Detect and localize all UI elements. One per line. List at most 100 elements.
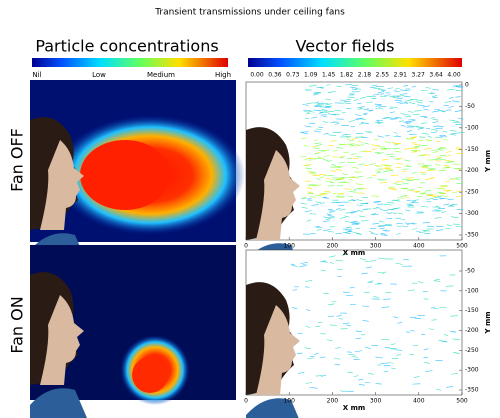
vector-arrow bbox=[350, 212, 356, 214]
vector-arrow bbox=[354, 143, 360, 146]
vector-arrow bbox=[452, 85, 459, 87]
vector-arrow bbox=[355, 227, 360, 230]
vector-arrow bbox=[372, 207, 378, 209]
vector-arrow bbox=[331, 163, 336, 166]
vector-arrow bbox=[340, 99, 348, 102]
vector-arrow bbox=[303, 164, 311, 166]
vector-arrow bbox=[434, 217, 442, 219]
vector-arrow bbox=[371, 148, 378, 151]
vector-arrow bbox=[335, 122, 340, 125]
vector-arrow bbox=[320, 269, 326, 271]
vector-arrow bbox=[452, 100, 460, 103]
vector-arrow bbox=[387, 87, 394, 89]
vector-arrow bbox=[400, 112, 406, 115]
vector-arrow bbox=[361, 122, 370, 125]
x-axis-label: X mm bbox=[343, 404, 365, 412]
vector-arrow bbox=[403, 121, 410, 124]
vector-arrow bbox=[412, 113, 420, 116]
vector-arrow bbox=[374, 138, 379, 141]
vector-arrow bbox=[328, 134, 337, 137]
vector-arrow bbox=[371, 174, 377, 177]
vector-arrow bbox=[452, 338, 461, 341]
vector-arrow bbox=[392, 207, 401, 209]
vector-arrow bbox=[348, 229, 353, 232]
vector-arrow bbox=[378, 257, 387, 260]
vector-arrow bbox=[307, 192, 315, 195]
vector-arrow bbox=[428, 168, 437, 171]
vector-arrow bbox=[389, 188, 397, 191]
vector-arrow bbox=[386, 153, 394, 156]
vector-arrow bbox=[347, 371, 353, 374]
x-tick-label: 400 bbox=[413, 243, 425, 250]
column-heading: Vector fields bbox=[296, 37, 395, 56]
vector-arrow bbox=[348, 190, 357, 193]
vector-arrow bbox=[336, 147, 343, 149]
vector-arrow bbox=[449, 130, 457, 132]
vector-arrow bbox=[457, 117, 464, 120]
vector-arrow bbox=[387, 208, 394, 211]
vector-arrow bbox=[455, 123, 463, 126]
vector-arrow bbox=[311, 204, 319, 206]
vector-arrow bbox=[365, 266, 372, 269]
vector-arrow bbox=[407, 189, 415, 191]
vector-arrow bbox=[413, 144, 421, 146]
row-label: Fan OFF bbox=[8, 128, 27, 192]
vector-arrow bbox=[380, 234, 388, 236]
vector-arrow bbox=[447, 88, 456, 91]
concentration-colorbar bbox=[32, 58, 228, 67]
vector-arrow bbox=[336, 85, 342, 88]
vector-arrow bbox=[313, 157, 320, 160]
vector-arrow bbox=[336, 315, 342, 317]
vector-arrow bbox=[427, 135, 432, 138]
vector-arrow bbox=[323, 220, 331, 222]
vector-field bbox=[245, 249, 463, 418]
vector-arrow bbox=[436, 148, 441, 151]
velocity-colorbar bbox=[248, 58, 462, 67]
vector-arrow bbox=[358, 378, 364, 381]
vector-arrow bbox=[304, 125, 312, 128]
vector-arrow bbox=[363, 108, 369, 111]
x-tick-label: 400 bbox=[413, 398, 425, 405]
vector-arrow bbox=[321, 374, 326, 377]
vector-arrow bbox=[376, 121, 382, 123]
vector-arrow bbox=[394, 116, 402, 119]
vector-arrow bbox=[435, 229, 444, 231]
vector-arrow bbox=[423, 108, 429, 111]
scale-label: Nil bbox=[32, 71, 41, 79]
vector-arrow bbox=[445, 166, 450, 169]
vector-arrow bbox=[291, 265, 298, 267]
scale-label: 3.27 bbox=[412, 72, 426, 79]
vector-arrow bbox=[344, 228, 352, 231]
vector-arrow bbox=[426, 194, 434, 197]
vector-arrow bbox=[455, 195, 463, 198]
vector-arrow bbox=[376, 165, 383, 167]
scale-label: Low bbox=[92, 71, 106, 79]
vector-arrow bbox=[413, 190, 421, 193]
vector-arrow bbox=[325, 103, 333, 106]
vector-arrow bbox=[316, 144, 323, 147]
vector-arrow bbox=[305, 382, 313, 384]
vector-arrow bbox=[369, 163, 376, 166]
vector-arrow bbox=[409, 102, 416, 105]
vector-arrow bbox=[351, 355, 358, 358]
vector-arrow bbox=[433, 108, 440, 111]
vector-arrow bbox=[320, 333, 326, 335]
vector-arrow bbox=[370, 213, 376, 216]
vector-arrow bbox=[401, 265, 407, 268]
vector-arrow bbox=[396, 225, 402, 227]
vector-arrow bbox=[437, 191, 446, 194]
vector-arrow bbox=[309, 195, 316, 198]
vector-arrow bbox=[370, 144, 379, 146]
row-label: Fan ON bbox=[8, 296, 27, 353]
vector-arrow bbox=[334, 179, 343, 181]
vector-arrow bbox=[319, 111, 328, 113]
vector-arrow bbox=[380, 362, 389, 364]
vector-arrow bbox=[345, 221, 352, 223]
vector-arrow bbox=[387, 169, 394, 172]
vector-arrow bbox=[393, 90, 400, 92]
vector-arrow bbox=[342, 322, 350, 324]
vector-arrow bbox=[449, 134, 457, 136]
vector-arrow bbox=[346, 143, 355, 145]
vector-arrow bbox=[397, 322, 403, 324]
vector-arrow bbox=[421, 165, 428, 168]
